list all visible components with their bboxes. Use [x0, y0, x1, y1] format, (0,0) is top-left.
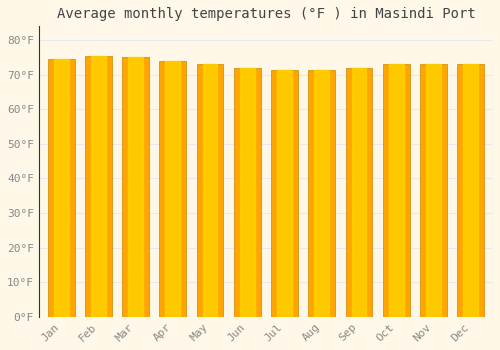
- Bar: [128, 57, 143, 317]
- Bar: [426, 64, 441, 317]
- Bar: [308, 70, 335, 317]
- Bar: [234, 68, 260, 317]
- Bar: [389, 64, 404, 317]
- Bar: [464, 64, 478, 317]
- Bar: [352, 68, 366, 317]
- Title: Average monthly temperatures (°F ) in Masindi Port: Average monthly temperatures (°F ) in Ma…: [56, 7, 476, 21]
- Bar: [277, 70, 292, 317]
- Bar: [85, 56, 112, 317]
- Bar: [202, 64, 218, 317]
- Bar: [383, 64, 409, 317]
- Bar: [346, 68, 372, 317]
- Bar: [122, 57, 149, 317]
- Bar: [240, 68, 254, 317]
- Bar: [458, 64, 484, 317]
- Bar: [48, 59, 74, 317]
- Bar: [271, 70, 298, 317]
- Bar: [420, 64, 447, 317]
- Bar: [314, 70, 329, 317]
- Bar: [91, 56, 106, 317]
- Bar: [54, 59, 68, 317]
- Bar: [196, 64, 224, 317]
- Bar: [160, 61, 186, 317]
- Bar: [166, 61, 180, 317]
